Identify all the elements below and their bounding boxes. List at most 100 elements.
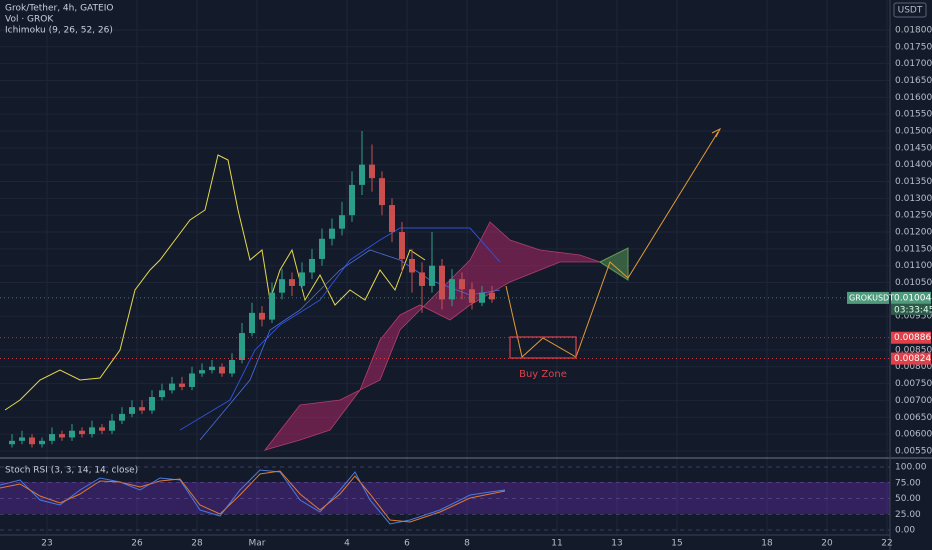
buy-zone-box [509, 336, 577, 359]
candle-body [449, 279, 455, 300]
rsi-tick-label: 25.00 [895, 510, 921, 520]
candle-body [389, 205, 395, 233]
x-tick-label: 6 [404, 539, 410, 549]
candles [9, 131, 495, 448]
price-badge-label: 0.010044 [894, 293, 932, 303]
candle-body [429, 265, 435, 286]
arrow-head [711, 127, 722, 138]
candle-body [379, 178, 385, 206]
candle-body [319, 238, 325, 259]
candle-body [339, 215, 345, 229]
candle-body [219, 366, 225, 374]
x-tick-label: 8 [464, 539, 470, 549]
kijun-line [179, 227, 501, 431]
currency[interactable]: USDT [898, 6, 923, 16]
y-tick-label: 0.005500 [895, 446, 932, 456]
candle-body [229, 360, 235, 374]
candle-body [109, 420, 115, 431]
rsi-band [0, 482, 890, 514]
candle-body [169, 383, 175, 391]
symbol-title: Grok/Tether, 4h, GATEIO [5, 4, 113, 14]
candle-body [309, 258, 315, 273]
candle-body [119, 413, 125, 421]
x-tick-label: 22 [881, 539, 892, 549]
candle-body [19, 437, 25, 441]
rsi-tick-label: 50.00 [895, 494, 921, 504]
annotation: Buy Zone [519, 369, 567, 380]
x-tick-label: 23 [41, 539, 52, 549]
countdown: 03:33:45 [894, 305, 932, 315]
candle-body [329, 228, 335, 239]
x-tick-label: Mar [249, 539, 266, 549]
candle-body [209, 366, 215, 371]
rsi-tick-label: 75.00 [895, 478, 921, 488]
candle-body [459, 279, 465, 290]
candle-body [289, 279, 295, 286]
candle-body [99, 427, 105, 431]
candle-body [159, 390, 165, 398]
countdown-badge [891, 303, 931, 315]
candle-body [29, 437, 35, 445]
price-badge-label: 0.008861 [894, 333, 932, 343]
volume-title: Vol · GROK [5, 15, 54, 25]
stoch-d [0, 470, 506, 523]
candle-body [369, 164, 375, 179]
x-tick-label: 11 [551, 539, 562, 549]
candle-body [239, 333, 245, 361]
x-tick-label: 28 [191, 539, 203, 549]
candle-body [279, 279, 285, 293]
candle-body [39, 440, 45, 445]
x-tick-label: 20 [821, 539, 833, 549]
ticker: GROKUSDT [849, 293, 894, 302]
candle-body [199, 370, 205, 374]
candle-body [439, 265, 445, 300]
candle-body [139, 407, 145, 411]
chikou-span [4, 154, 426, 411]
candle-body [479, 292, 485, 303]
ticker-badge [847, 291, 889, 304]
rsi-tick-label: 100.00 [895, 463, 927, 473]
candle-body [79, 430, 85, 435]
candle-body [129, 407, 135, 414]
price-badge-label: 0.008242 [894, 354, 932, 364]
candle-body [299, 272, 305, 286]
candle-body [49, 434, 55, 441]
price-badge [891, 331, 931, 344]
price-badge [891, 352, 931, 365]
candle-body [469, 289, 475, 303]
candle-body [349, 184, 355, 216]
candle-body [59, 434, 65, 438]
x-tick-label: 13 [611, 539, 622, 549]
grid [0, 0, 890, 535]
stoch-k [0, 469, 506, 525]
rsi-tick-label: 0.00 [895, 526, 915, 536]
x-tick-label: 26 [131, 539, 143, 549]
candle-body [9, 440, 15, 445]
currency-button[interactable] [893, 2, 927, 18]
candle-body [179, 383, 185, 387]
candle-body [269, 292, 275, 320]
candle-body [489, 292, 495, 300]
ichimoku-title: Ichimoku (9, 26, 52, 26) [5, 26, 113, 36]
candle-body [89, 427, 95, 435]
candle-body [189, 373, 195, 387]
x-tick-label: 15 [671, 539, 682, 549]
